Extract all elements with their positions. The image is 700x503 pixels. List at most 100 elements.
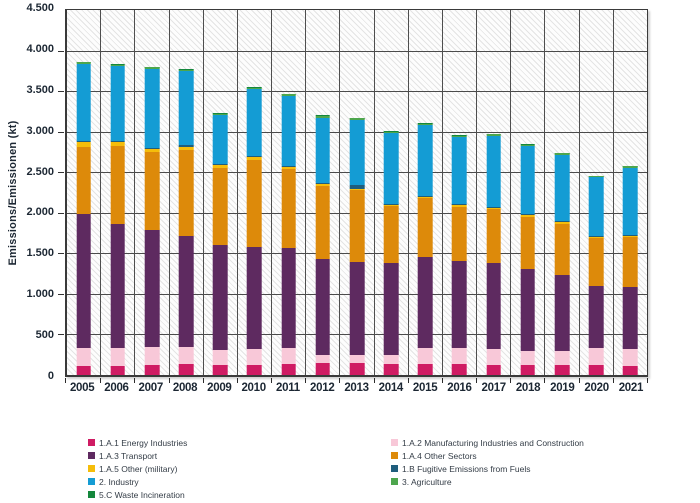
bar-segment [418,125,433,196]
x-tick-label: 2010 [241,382,266,394]
y-tick-label: 1.500 [26,247,54,260]
bar-segment [554,152,570,154]
bar-segment [588,365,604,375]
stacked-bar-2021 [623,10,638,375]
bar-segment [76,63,91,142]
stacked-bar-2006 [110,10,126,375]
bar-segment [178,71,194,146]
bar-column-2007 [135,10,170,383]
legend-swatch [88,478,95,485]
bar-segment [110,142,126,147]
bar-segment [554,350,570,366]
x-tick-label: 2021 [618,382,644,394]
bar-segment [144,151,160,231]
y-axis-labels: 0 500 1.000 1.500 2.000 2.500 3.000 3.500 4.000 4… [0,2,58,382]
bar-segment [212,167,228,245]
bar-segment [349,119,365,186]
bar-segment [588,237,604,239]
bar-segment [281,168,296,248]
bar-segment [144,364,160,375]
bar-segment [623,165,638,167]
bar-columns [64,10,649,383]
gridline [58,50,647,52]
bar-segment [349,117,365,119]
bar-column-2020 [580,10,614,383]
legend-swatch [88,452,95,459]
bar-segment [623,286,638,349]
bar-segment [452,205,467,207]
x-axis-labels: 2005 2006 2007 2008 2009 2010 2011 2012 2013 2014… [65,382,648,394]
bar-column-2019 [545,10,580,383]
y-tick-label: 4.500 [26,2,54,14]
legend-item: 1.A.3 Transport [88,449,187,462]
bar-segment [247,364,262,375]
stacked-bar-2018 [520,10,536,375]
bar-segment [418,363,433,375]
y-axis-tick [58,212,64,214]
stacked-bar-2017 [486,10,501,375]
bar-segment [486,135,501,207]
bar-segment [247,160,262,247]
x-tick-label: 2015 [412,382,438,394]
x-tick-label: 2013 [344,382,369,394]
stacked-bar-2019 [554,10,570,375]
legend-label: 2. Industry [99,476,139,487]
bar-segment [349,118,365,120]
bar-segment [623,235,638,237]
bar-segment [588,236,604,238]
bar-segment [520,216,536,270]
legend-swatch [88,491,95,498]
bar-segment [623,366,638,375]
legend-item: 1.B Fugitive Emissions from Fuels [391,462,584,475]
x-tick-label: 2019 [550,382,575,394]
bar-segment [247,246,262,349]
y-tick-label: 3.500 [26,83,54,96]
bar-segment [418,123,433,124]
bar-segment [144,148,160,152]
stacked-bar-2011 [281,10,296,375]
bar-column-2009 [204,10,239,383]
bar-segment [144,67,160,69]
bar-segment [486,364,501,375]
bar-segment [554,153,570,155]
bar-segment [383,133,399,204]
bar-column-2021 [614,10,649,383]
bar-column-2013 [340,10,375,383]
stacked-bar-2010 [247,10,262,375]
bar-segment [212,244,228,350]
y-tick-label: 0 [47,370,54,382]
legend-swatch [391,452,398,459]
bar-column-2011 [272,10,307,383]
stacked-bar-2014 [383,10,399,375]
legend-item: 2. Industry [88,475,187,488]
legend-item: 3. Agriculture [391,475,584,488]
bar-segment [452,204,467,206]
bar-segment [76,62,91,64]
legend-column-2: 1.A.2 Manufacturing Industries and Const… [391,436,584,488]
bar-segment [623,166,638,168]
bar-segment [178,149,194,237]
bar-segment [281,165,296,167]
bar-segment [623,348,638,367]
legend-label: 1.A.4 Other Sectors [402,450,477,461]
stacked-bar-2009 [212,10,228,375]
bar-segment [281,94,296,96]
y-axis-tick [58,253,64,255]
bar-segment [281,247,296,349]
bar-segment [281,95,296,166]
bar-segment [178,364,194,375]
bar-segment [383,204,399,207]
bar-segment [383,355,399,365]
bar-segment [76,142,91,147]
legend-label: 1.A.5 Other (military) [99,463,178,474]
bar-segment [212,115,228,165]
bar-segment [110,347,126,366]
bar-column-2018 [511,10,546,383]
bar-segment [247,157,262,161]
x-tick-label: 2011 [276,382,300,394]
legend-column-1: 1.A.1 Energy Industries 1.A.3 Transport 1.… [88,436,187,501]
bar-segment [520,215,536,217]
y-axis-tick [58,334,64,336]
y-tick-label: 2.000 [26,206,54,219]
